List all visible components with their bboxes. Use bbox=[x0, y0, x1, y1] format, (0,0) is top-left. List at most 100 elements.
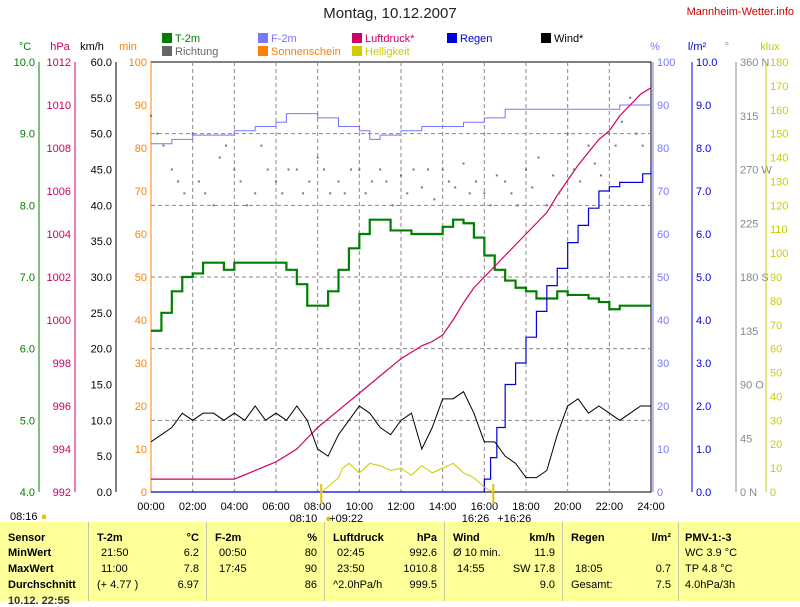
richtung-point bbox=[412, 168, 415, 171]
lux-axis-tick: 70 bbox=[770, 320, 782, 332]
legend-swatch-t2m bbox=[162, 33, 172, 43]
site-link[interactable]: Mannheim-Wetter.info bbox=[686, 6, 794, 18]
richtung-point bbox=[281, 192, 284, 195]
stats-luftdruck-unit: hPa bbox=[416, 532, 437, 544]
richtung-point bbox=[545, 204, 548, 207]
richtung-point bbox=[233, 168, 236, 171]
stats-t2m-min-time: 21:50 bbox=[101, 547, 129, 559]
richtung-point bbox=[343, 192, 346, 195]
pressure-axis-tick: 994 bbox=[53, 444, 71, 456]
rain-axis-tick: 10.0 bbox=[696, 57, 717, 69]
stats-sensor-col: Sensor MinWert MaxWert Durchschnitt 10.1… bbox=[0, 522, 88, 607]
richtung-point bbox=[635, 132, 638, 135]
richtung-point bbox=[441, 168, 444, 171]
stats-avg-label: Durchschnitt bbox=[8, 579, 76, 591]
richtung-point bbox=[614, 144, 617, 147]
lux-axis-tick: 10 bbox=[770, 463, 782, 475]
sun-axis-tick: 90 bbox=[135, 100, 147, 112]
richtung-point bbox=[447, 180, 450, 183]
pressure-axis-tick: 1006 bbox=[47, 186, 71, 198]
pressure-axis-tick: 1010 bbox=[47, 100, 71, 112]
x-tick-label: 02:00 bbox=[179, 501, 207, 513]
pressure-axis-tick: 992 bbox=[53, 487, 71, 499]
richtung-point bbox=[468, 192, 471, 195]
x-tick-label: 00:00 bbox=[137, 501, 165, 513]
lux-axis-tick: 150 bbox=[770, 129, 788, 141]
richtung-point bbox=[495, 174, 498, 177]
richtung-point bbox=[593, 162, 596, 165]
sun-axis-tick: 20 bbox=[135, 401, 147, 413]
richtung-point bbox=[483, 192, 486, 195]
richtung-point bbox=[329, 192, 332, 195]
rain-axis-tick: 9.0 bbox=[696, 100, 711, 112]
stats-max-label: MaxWert bbox=[8, 563, 54, 575]
sun-axis-tick: 50 bbox=[135, 272, 147, 284]
richtung-point bbox=[489, 204, 492, 207]
richtung-point bbox=[275, 180, 277, 183]
event-label-d: +16:26 bbox=[497, 513, 531, 522]
x-tick-label: 14:00 bbox=[429, 501, 457, 513]
x-tick-label: 20:00 bbox=[554, 501, 582, 513]
unit-label-temp: °C bbox=[19, 41, 31, 53]
humidity-axis-tick: 60 bbox=[657, 229, 669, 241]
rain-axis-tick: 6.0 bbox=[696, 229, 711, 241]
legend-label-helligkeit: Helligkeit bbox=[365, 46, 410, 58]
x-tick-label: 10:00 bbox=[346, 501, 374, 513]
richtung-point bbox=[400, 174, 402, 177]
lux-axis-tick: 90 bbox=[770, 272, 782, 284]
unit-label-wind: km/h bbox=[80, 41, 104, 53]
legend-swatch-f2m bbox=[258, 33, 268, 43]
stats-regen-total-label: Gesamt: bbox=[571, 579, 613, 591]
stats-t2m-col: T-2m °C 21:50 6.2 11:00 7.8 (+ 4.77 ) 6.… bbox=[88, 522, 207, 601]
richtung-point bbox=[218, 156, 221, 159]
richtung-point bbox=[302, 192, 305, 195]
richtung-point bbox=[516, 204, 519, 207]
stats-luftdruck-avg-val: 999.5 bbox=[409, 579, 437, 591]
sun-axis-tick: 70 bbox=[135, 186, 147, 198]
stats-luftdruck-max-time: 23:50 bbox=[337, 563, 365, 575]
lux-axis-tick: 110 bbox=[770, 224, 788, 236]
lux-axis-tick: 60 bbox=[770, 344, 782, 356]
humidity-axis-tick: 20 bbox=[657, 401, 669, 413]
richtung-point bbox=[197, 180, 200, 183]
unit-label-sun: min bbox=[119, 41, 137, 53]
wind-axis-tick: 5.0 bbox=[97, 451, 112, 463]
direction-axis-tick: 270 W bbox=[740, 165, 772, 177]
richtung-point bbox=[629, 96, 632, 99]
richtung-point bbox=[406, 192, 409, 195]
x-tick-label: 16:00 bbox=[471, 501, 499, 513]
richtung-point bbox=[420, 186, 423, 189]
richtung-point bbox=[322, 168, 325, 171]
weather-chart: 00:00 02:00 04:00 06:00 08:00 10:00 12:00 14:00… bbox=[14, 33, 788, 522]
richtung-point bbox=[510, 192, 513, 195]
lux-axis-tick: 140 bbox=[770, 153, 788, 165]
wind-axis-tick: 30.0 bbox=[91, 272, 112, 284]
legend-label-f2m: F-2m bbox=[271, 33, 297, 45]
series-t-2m-line bbox=[151, 218, 651, 332]
stats-t2m-unit: °C bbox=[186, 532, 199, 544]
richtung-point bbox=[454, 186, 457, 189]
stats-wind-max-val: SW 17.8 bbox=[512, 563, 555, 575]
richtung-point bbox=[385, 180, 388, 183]
direction-axis-tick: 315 bbox=[740, 111, 758, 123]
x-tick-label: 08:00 bbox=[304, 501, 332, 513]
legend-label-sonnenschein: Sonnenschein bbox=[271, 46, 341, 58]
pressure-axis-tick: 996 bbox=[53, 401, 71, 413]
wind-axis-tick: 10.0 bbox=[91, 415, 112, 427]
temp-axis-tick: 5.0 bbox=[20, 415, 35, 427]
rain-axis-tick: 5.0 bbox=[696, 272, 711, 284]
stats-pmv-col: PMV-1:-3 WC 3.9 °C TP 4.8 °C 4.0hPa/3h bbox=[678, 522, 800, 601]
stats-pmv-windchill: WC 3.9 °C bbox=[685, 547, 738, 559]
event-label-a: 08:10 bbox=[290, 513, 318, 522]
richtung-point bbox=[579, 180, 582, 183]
temp-axis-tick: 6.0 bbox=[20, 344, 35, 356]
rain-axis-tick: 1.0 bbox=[696, 444, 711, 456]
pressure-axis-tick: 1008 bbox=[47, 143, 71, 155]
humidity-axis-tick: 50 bbox=[657, 272, 669, 284]
rain-axis-tick: 7.0 bbox=[696, 186, 711, 198]
lux-axis-tick: 130 bbox=[770, 176, 788, 188]
series-luftdruck-line bbox=[151, 87, 652, 480]
legend-swatch-helligkeit bbox=[352, 46, 362, 56]
pressure-axis-tick: 1004 bbox=[47, 229, 71, 241]
lux-axis-tick: 20 bbox=[770, 439, 782, 451]
